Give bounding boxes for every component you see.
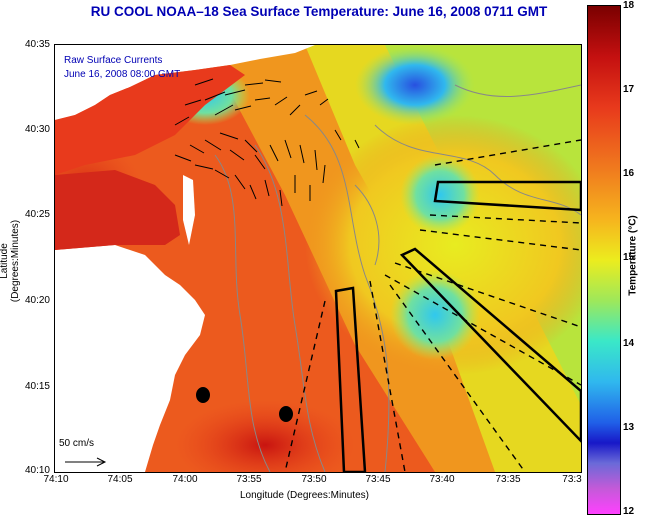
x-tick-label: 73:55 xyxy=(236,474,262,485)
map-title: RU COOL NOAA–18 Sea Surface Temperature:… xyxy=(90,4,548,19)
colorbar-tick: 12 xyxy=(623,506,635,517)
current-legend-title: Raw Surface Currents xyxy=(64,55,163,66)
y-tick-label: 40:30 xyxy=(24,124,50,135)
temperature-colorbar xyxy=(587,5,621,515)
y-tick-label: 40:10 xyxy=(24,465,50,476)
colorbar-title: Temperature (°C) xyxy=(627,215,639,296)
x-tick-label: 73:45 xyxy=(365,474,391,485)
y-tick-label: 40:20 xyxy=(24,295,50,306)
x-tick-label: 73:3 xyxy=(562,474,582,485)
y-tick-label: 40:25 xyxy=(24,209,50,220)
x-tick-label: 73:35 xyxy=(495,474,521,485)
colorbar-tick: 13 xyxy=(623,422,635,433)
current-legend-time: June 16, 2008 08:00 GMT xyxy=(64,69,181,80)
x-tick-label: 73:40 xyxy=(429,474,455,485)
x-tick-label: 73:50 xyxy=(301,474,327,485)
y-tick-label: 40:35 xyxy=(24,39,50,50)
x-axis-label: Longitude (Degrees:Minutes) xyxy=(240,490,369,501)
colorbar-tick: 16 xyxy=(623,168,635,179)
x-tick-label: 74:00 xyxy=(172,474,198,485)
current-legend: Raw Surface Currents June 16, 2008 08:00… xyxy=(64,54,180,82)
scale-label: 50 cm/s xyxy=(59,438,95,449)
sst-map[interactable] xyxy=(54,44,582,473)
colorbar-tick: 15 xyxy=(623,252,635,263)
colorbar-tick: 17 xyxy=(623,84,635,95)
sst-map-canvas xyxy=(55,45,581,472)
colorbar-tick: 14 xyxy=(623,338,635,349)
y-tick-label: 40:15 xyxy=(24,381,50,392)
x-tick-label: 74:05 xyxy=(107,474,133,485)
colorbar-tick: 18 xyxy=(623,0,635,11)
x-tick-label: 74:10 xyxy=(43,474,69,485)
